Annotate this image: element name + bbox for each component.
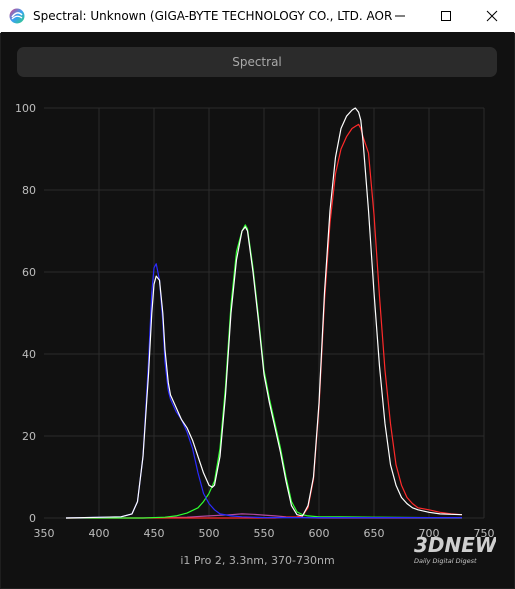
minimize-button[interactable] [377, 0, 423, 32]
x-tick-label: 400 [89, 527, 110, 540]
x-tick-label: 600 [309, 527, 330, 540]
x-tick-label: 750 [474, 527, 495, 540]
white-spectrum-line [65, 107, 463, 519]
x-tick-label: 550 [254, 527, 275, 540]
y-tick-label: 60 [22, 266, 36, 279]
y-tick-label: 100 [15, 102, 36, 115]
close-button[interactable] [469, 0, 515, 32]
window-title: Spectral: Unknown (GIGA-BYTE TECHNOLOGY … [33, 9, 393, 23]
close-icon [486, 10, 498, 22]
title-bar: Spectral: Unknown (GIGA-BYTE TECHNOLOGY … [0, 0, 515, 33]
minimize-icon [395, 15, 405, 17]
maximize-button[interactable] [423, 0, 469, 32]
tab-spectral[interactable]: Spectral [17, 47, 497, 77]
watermark-primary: 3DNEWS [414, 533, 496, 557]
spectral-chart: 350 400 450 500 550 600 650 700 750 0 20 40 60 80 100 [15, 102, 495, 540]
app-icon [9, 8, 25, 24]
x-tick-label: 650 [364, 527, 385, 540]
x-tick-label: 350 [34, 527, 55, 540]
x-tick-label: 500 [199, 527, 220, 540]
x-tick-label: 700 [419, 527, 440, 540]
x-tick-label: 450 [144, 527, 165, 540]
content-area: Spectral 350 400 450 500 550 600 650 700 750 0 20 4… [1, 32, 514, 588]
y-tick-label: 20 [22, 430, 36, 443]
watermark-secondary: Daily Digital Digest [414, 557, 477, 565]
3dnews-watermark: 3DNEWS Daily Digital Digest [414, 533, 496, 565]
y-tick-label: 0 [29, 512, 36, 525]
y-tick-label: 40 [22, 348, 36, 361]
blue-spectrum-line [65, 263, 462, 519]
chart-caption: i1 Pro 2, 3.3nm, 370-730nm [180, 554, 335, 567]
tab-spectral-label: Spectral [232, 55, 282, 69]
y-tick-label: 80 [22, 184, 36, 197]
maximize-icon [441, 11, 451, 21]
